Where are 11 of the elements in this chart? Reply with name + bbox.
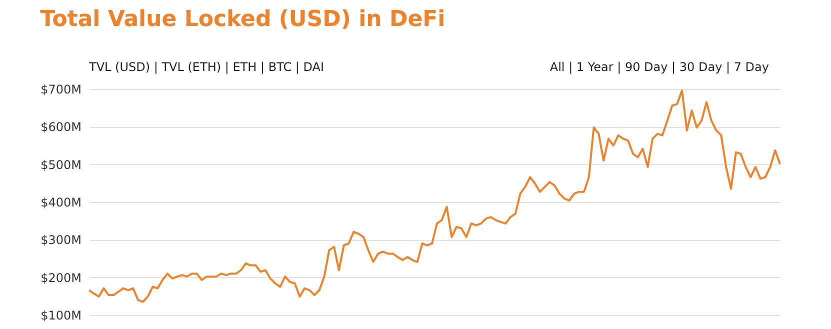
text: TVL (USD) | TVL (ETH) | ETH | BTC | DAI xyxy=(88,60,324,74)
y-tick-label: $400M xyxy=(40,196,82,210)
y-tick-label: $200M xyxy=(40,270,82,285)
y-tick-label: $700M xyxy=(40,82,82,96)
y-tick-label: $600M xyxy=(40,120,82,134)
chart-title: Total Value Locked (USD) in DeFi xyxy=(40,7,446,32)
line-series xyxy=(88,90,781,303)
y-tick-label: $300M xyxy=(40,233,82,248)
y-tick-label: $100M xyxy=(40,308,82,322)
text: All | 1 Year | 90 Day | 30 Day | 7 Day xyxy=(550,60,769,74)
y-tick-label: $500M xyxy=(40,158,82,172)
